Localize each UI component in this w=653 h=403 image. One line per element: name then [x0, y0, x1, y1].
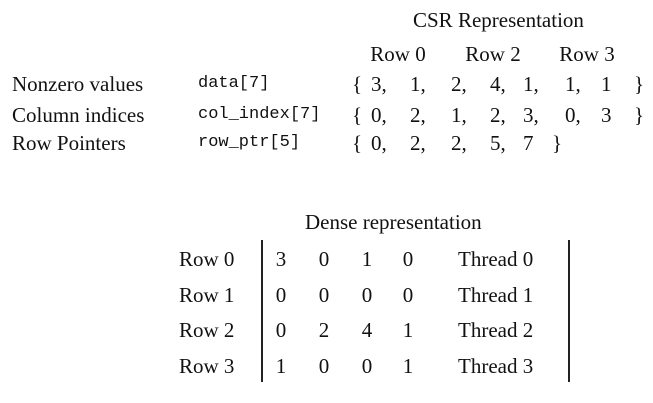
dense-cell: 1: [402, 318, 414, 342]
dense-cell: 0: [361, 354, 373, 378]
dense-cell: 2: [318, 318, 330, 342]
dense-right-divider: [568, 240, 570, 382]
csr-label-row-pointers: Row Pointers: [12, 131, 126, 155]
dense-cell: 0: [402, 247, 414, 271]
csr-value: 1,: [523, 72, 539, 96]
dense-row-label: Row 0: [179, 247, 235, 271]
dense-cell: 0: [275, 318, 287, 342]
csr-value: 5,: [490, 131, 506, 155]
dense-cell: 0: [361, 283, 373, 307]
csr-code-row-ptr: row_ptr[5]: [198, 133, 301, 152]
csr-code-data: data[7]: [198, 74, 270, 93]
csr-label-nonzero-values: Nonzero values: [12, 72, 144, 96]
csr-value: 2,: [410, 131, 426, 155]
csr-label-column-indices: Column indices: [12, 103, 145, 127]
csr-value: 2,: [451, 72, 467, 96]
dense-cell: 3: [275, 247, 287, 271]
dense-thread-label: Thread 0: [458, 247, 534, 271]
dense-cell: 0: [318, 283, 330, 307]
csr-open-brace: {: [352, 103, 363, 127]
dense-cell: 1: [402, 354, 414, 378]
csr-value: 1: [601, 72, 612, 96]
csr-code-col-index: col_index[7]: [198, 105, 321, 124]
dense-title: Dense representation: [305, 210, 482, 234]
dense-cell: 1: [275, 354, 287, 378]
csr-value: 3: [601, 103, 612, 127]
dense-cell: 4: [361, 318, 373, 342]
csr-value: 2,: [490, 103, 506, 127]
csr-value: 4,: [490, 72, 506, 96]
dense-cell: 0: [275, 283, 287, 307]
csr-value: 2,: [410, 103, 426, 127]
csr-value: 1,: [410, 72, 426, 96]
csr-value: 0,: [565, 103, 581, 127]
csr-value: 3,: [523, 103, 539, 127]
csr-value: 0,: [371, 131, 387, 155]
dense-thread-label: Thread 2: [458, 318, 534, 342]
csr-close-brace: }: [634, 72, 645, 96]
csr-open-brace: {: [352, 72, 363, 96]
dense-cell: 0: [318, 247, 330, 271]
csr-title: CSR Representation: [413, 8, 584, 32]
dense-thread-label: Thread 1: [458, 283, 534, 307]
dense-thread-label: Thread 3: [458, 354, 534, 378]
csr-value: 2,: [451, 131, 467, 155]
csr-value: 3,: [371, 72, 387, 96]
dense-cell: 0: [318, 354, 330, 378]
csr-row-header-2: Row 2: [465, 42, 521, 66]
dense-row-label: Row 1: [179, 283, 235, 307]
csr-close-brace: }: [552, 131, 563, 155]
dense-cell: 1: [361, 247, 373, 271]
csr-close-brace: }: [634, 103, 645, 127]
csr-value: 1,: [565, 72, 581, 96]
dense-left-divider: [261, 240, 263, 382]
dense-row-label: Row 2: [179, 318, 235, 342]
csr-value: 0,: [371, 103, 387, 127]
csr-row-header-3: Row 3: [559, 42, 615, 66]
csr-row-header-0: Row 0: [370, 42, 426, 66]
csr-value: 7: [523, 131, 534, 155]
dense-row-label: Row 3: [179, 354, 235, 378]
csr-value: 1,: [451, 103, 467, 127]
csr-open-brace: {: [352, 131, 363, 155]
dense-cell: 0: [402, 283, 414, 307]
